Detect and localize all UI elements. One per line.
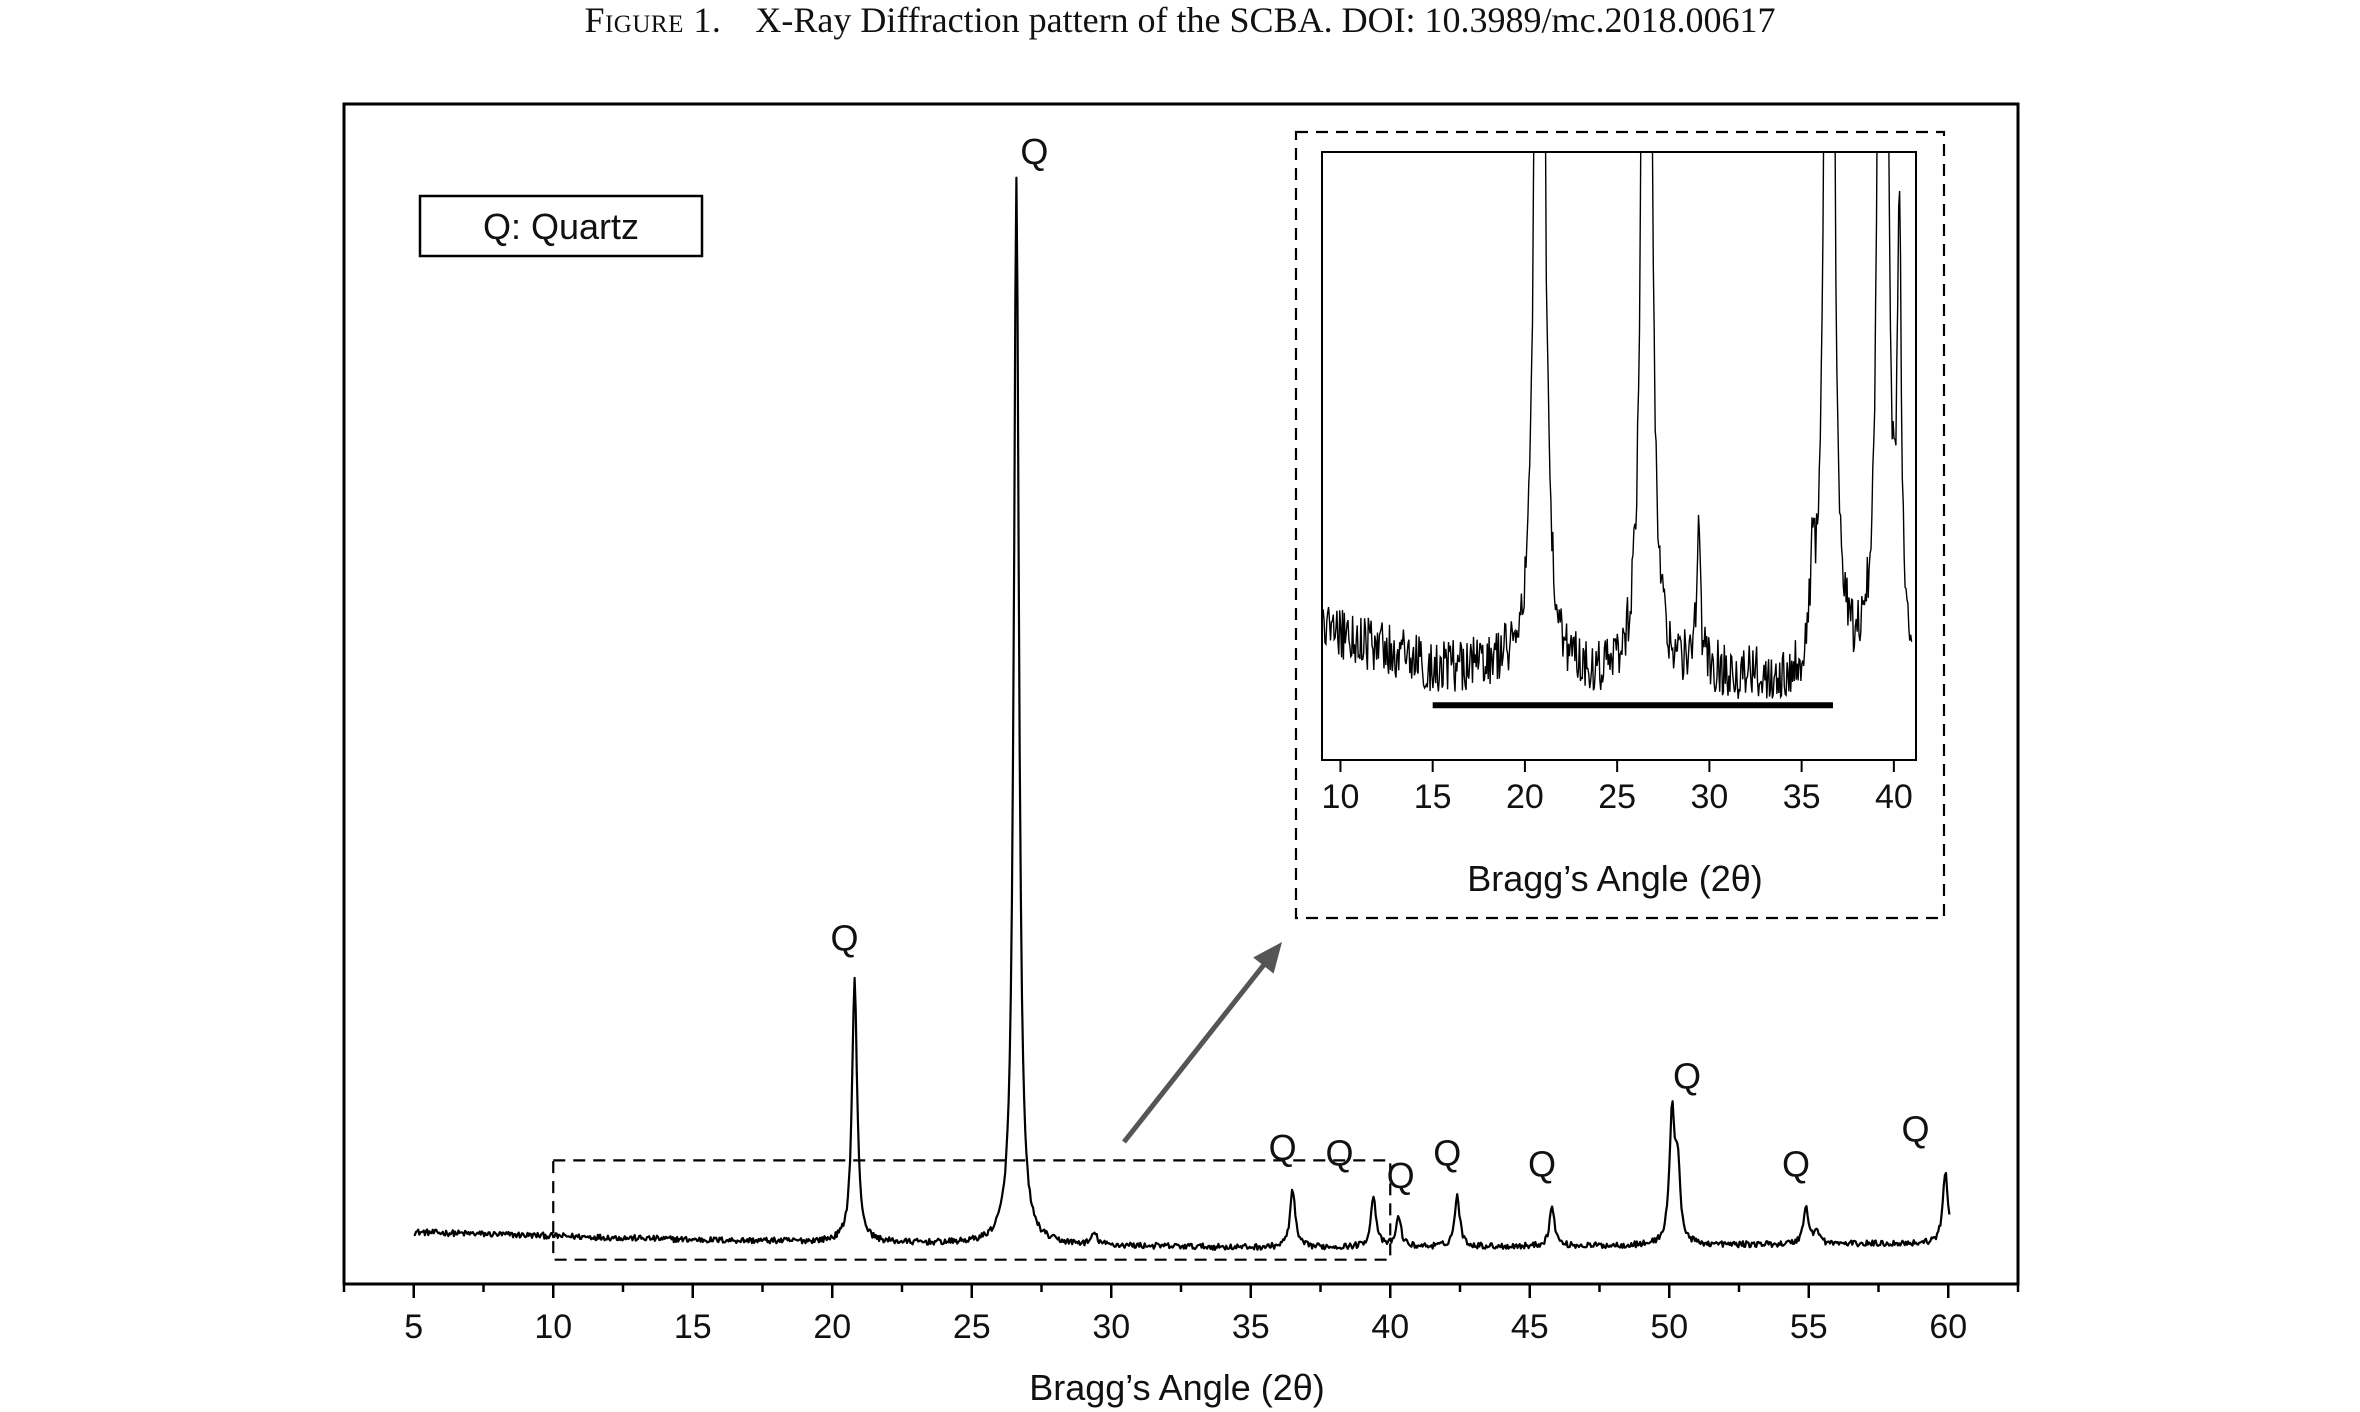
inset-x-tick-label: 20 <box>1506 778 1544 816</box>
peak-label: Q <box>1020 131 1048 172</box>
x-tick-label: 40 <box>1371 1308 1409 1346</box>
peak-label: Q <box>1901 1108 1929 1149</box>
legend-box <box>418 194 704 258</box>
x-tick-label: 20 <box>813 1308 851 1346</box>
peak-label: Q <box>1269 1127 1297 1168</box>
peak-label: Q <box>1433 1133 1461 1174</box>
x-tick-label: 45 <box>1511 1308 1549 1346</box>
caption-text: X-Ray Diffraction pattern of the SCBA. D… <box>755 0 1776 40</box>
peak-label: Q <box>1326 1133 1354 1174</box>
zoom-region-box <box>552 1159 1392 1261</box>
peak-label: Q <box>831 917 859 958</box>
x-tick-label: 10 <box>534 1308 572 1346</box>
inset-x-axis-title: Bragg’s Angle (2θ) <box>1467 858 1763 899</box>
x-tick-label: 30 <box>1092 1308 1130 1346</box>
inset-x-tick-label: 30 <box>1690 778 1728 816</box>
inset-xrd-trace <box>1322 152 1913 700</box>
x-tick-label: 60 <box>1929 1308 1967 1346</box>
inset-x-tick-label: 25 <box>1598 778 1636 816</box>
x-tick-label: 25 <box>953 1308 991 1346</box>
legend: Q: Quartz <box>418 194 704 258</box>
x-tick-label: 55 <box>1790 1308 1828 1346</box>
inset-x-tick-label: 40 <box>1875 778 1913 816</box>
xrd-trace <box>413 176 1951 1251</box>
figure-caption: Figure 1. X-Ray Diffraction pattern of th… <box>0 0 2360 40</box>
peak-label: Q <box>1387 1155 1415 1196</box>
inset-xrd-chart: 10 15 20 25 30 35 40 Bragg’s Angle (2θ) <box>1294 130 1946 920</box>
x-axis-title: Bragg’s Angle (2θ) <box>1029 1367 1325 1408</box>
x-tick-label: 35 <box>1232 1308 1270 1346</box>
inset-x-axis: 10 15 20 25 30 35 40 <box>1322 760 1913 816</box>
x-tick-label: 5 <box>404 1308 423 1346</box>
inset-plot-frame <box>1321 151 1917 761</box>
x-tick-label: 50 <box>1650 1308 1688 1346</box>
peak-label: Q <box>1782 1144 1810 1185</box>
zoom-arrow-shaft <box>1122 955 1272 1144</box>
legend-label: Q: Quartz <box>483 206 639 247</box>
main-xrd-chart: 5 10 15 20 25 30 35 40 45 50 55 60 Bragg’s Angle (2θ… <box>342 102 2020 1408</box>
x-tick-label: 15 <box>674 1308 712 1346</box>
peak-label: Q <box>1528 1144 1556 1185</box>
inset-x-tick-label: 35 <box>1783 778 1821 816</box>
peak-label: Q <box>1673 1055 1701 1096</box>
x-axis: 5 10 15 20 25 30 35 40 45 50 55 60 <box>342 1284 2020 1346</box>
inset-x-tick-label: 15 <box>1414 778 1452 816</box>
caption-prefix: Figure 1. <box>584 0 722 40</box>
zoom-arrow-head <box>1253 942 1282 974</box>
inset-x-tick-label: 10 <box>1322 778 1360 816</box>
